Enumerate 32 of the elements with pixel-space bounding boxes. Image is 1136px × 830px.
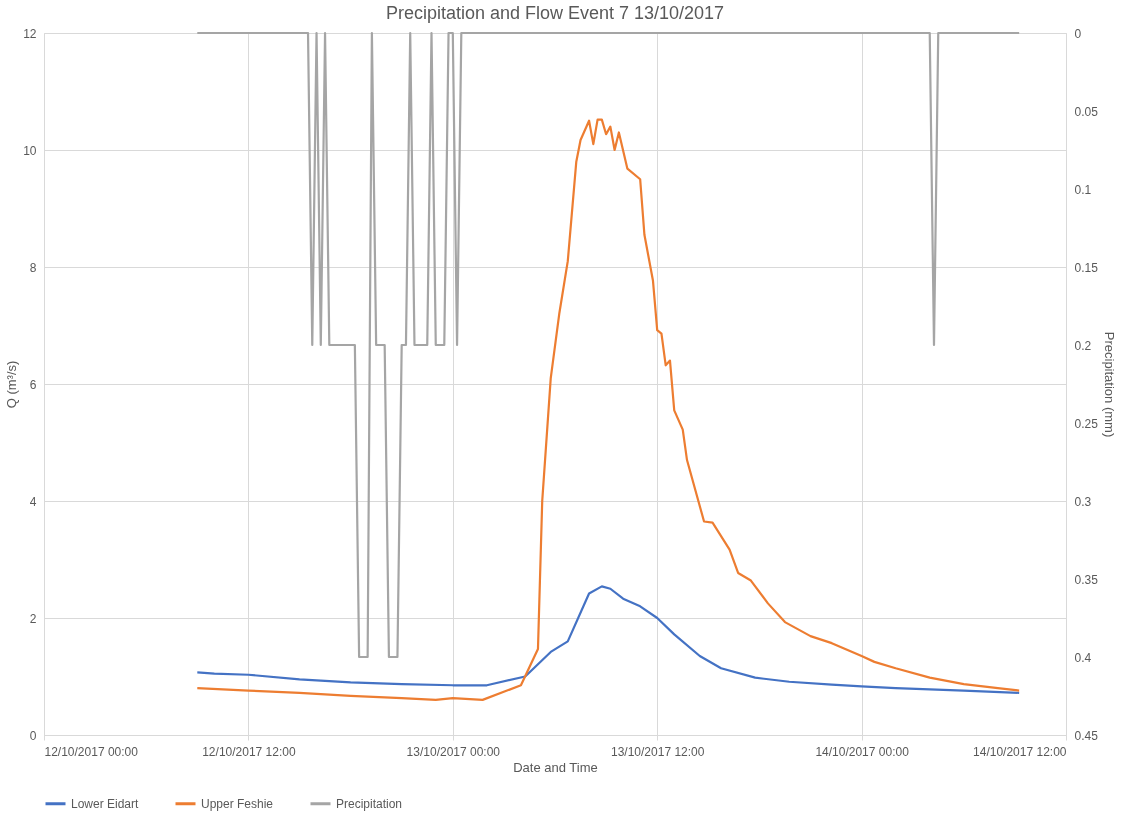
x-tick-label: 14/10/2017 12:00: [973, 744, 1067, 759]
line-series: [196, 585, 1021, 694]
x-tick-label: 13/10/2017 12:00: [610, 744, 705, 759]
line-series: [196, 118, 1021, 701]
y-tick-label: 8: [29, 260, 37, 275]
y2-tick-label: 0.25: [1074, 416, 1099, 431]
y-tick-label: 12: [23, 26, 37, 41]
legend-label: Precipitation: [336, 796, 403, 811]
legend-label: Upper Feshie: [201, 796, 274, 811]
y-tick-label: 0: [29, 728, 37, 743]
y2-tick-label: 0.35: [1074, 572, 1099, 587]
chart-title: Precipitation and Flow Event 7 13/10/2017: [385, 3, 725, 23]
y2-tick-label: 0.45: [1074, 728, 1099, 743]
y2-tick-label: 0.3: [1074, 494, 1092, 509]
y2-tick-label: 0.4: [1074, 650, 1092, 665]
x-tick-label: 12/10/2017 00:00: [44, 744, 139, 759]
y2-axis-title: Precipitation (mm): [1101, 331, 1117, 438]
y-axis-title: Q (m³/s): [4, 360, 20, 409]
legend-label: Lower Eidart: [71, 796, 140, 811]
y2-tick-label: 0.1: [1074, 182, 1092, 197]
y2-tick-label: 0.05: [1074, 104, 1099, 119]
y-tick-label: 4: [29, 494, 37, 509]
y-tick-label: 6: [29, 377, 37, 392]
x-tick-label: 13/10/2017 00:00: [406, 744, 501, 759]
x-axis-title: Date and Time: [513, 759, 598, 775]
y-tick-label: 2: [29, 611, 37, 626]
y2-tick-label: 0.2: [1074, 338, 1092, 353]
y2-tick-label: 0: [1074, 26, 1082, 41]
x-tick-label: 12/10/2017 12:00: [202, 744, 296, 759]
y2-tick-label: 0.15: [1074, 260, 1099, 275]
x-tick-label: 14/10/2017 00:00: [815, 744, 910, 759]
y-tick-label: 10: [23, 143, 37, 158]
